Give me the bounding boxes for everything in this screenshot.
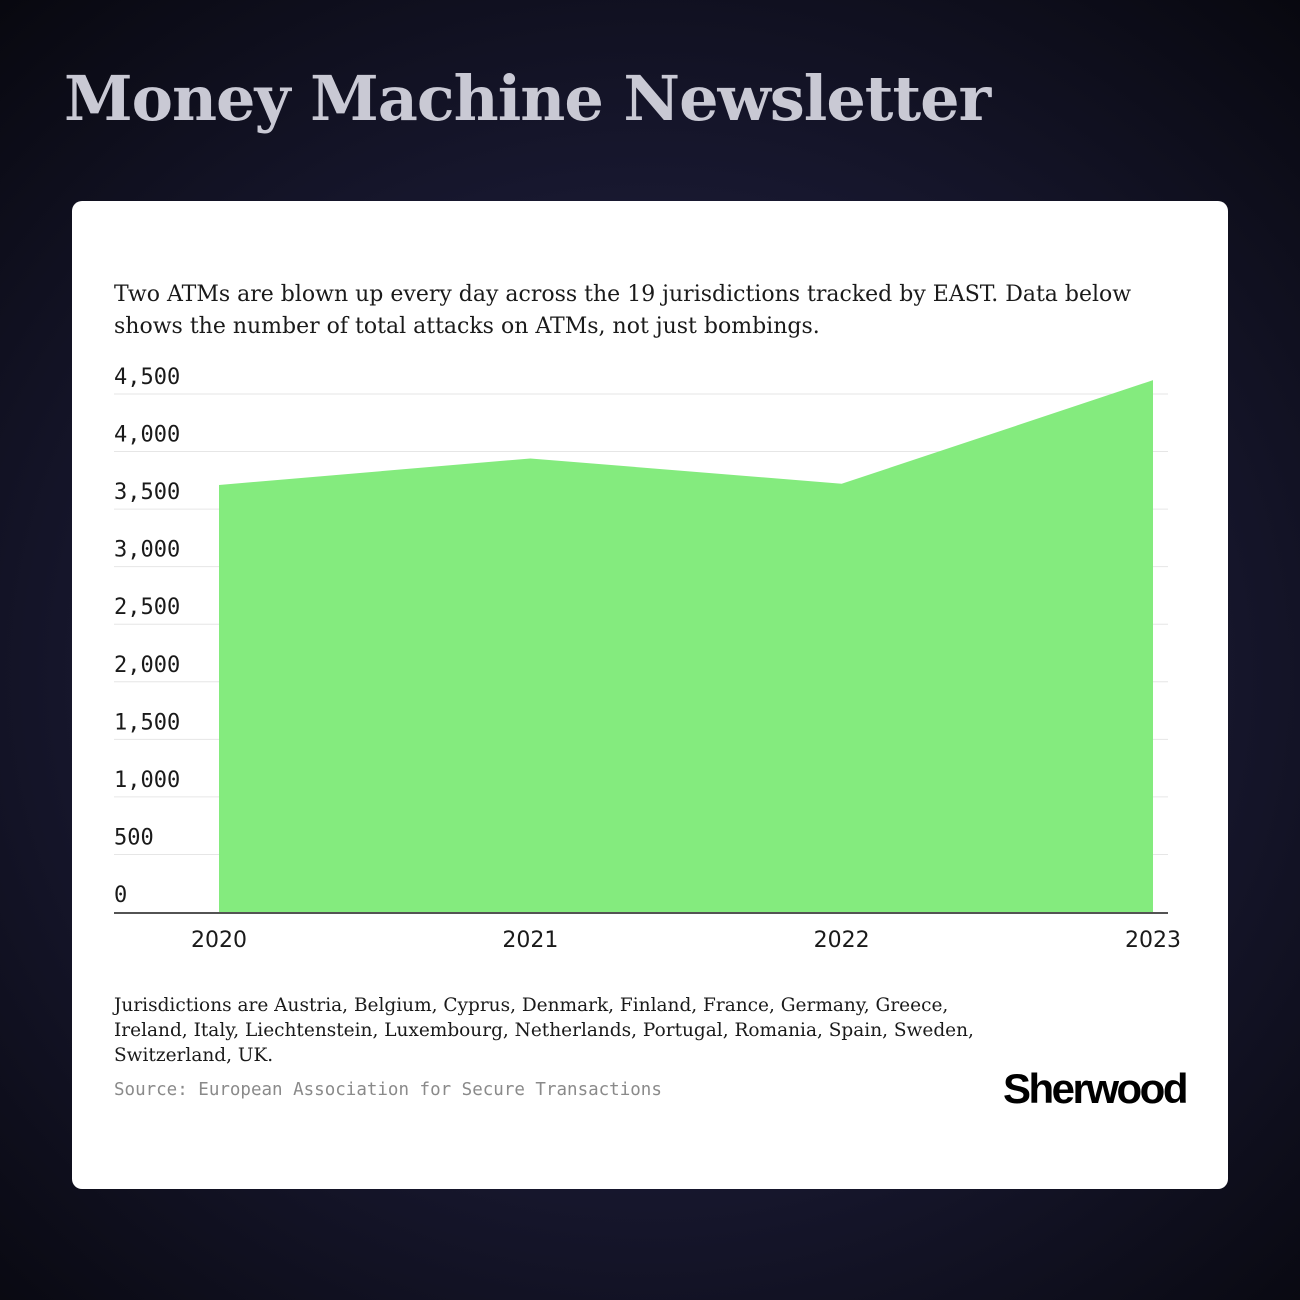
y-tick-label-1500: 1,500 xyxy=(114,710,180,735)
x-tick-label-2023: 2023 xyxy=(1125,928,1181,953)
y-tick-label-1000: 1,000 xyxy=(114,768,180,793)
y-tick-label-3500: 3,500 xyxy=(114,480,180,505)
sherwood-logo: Sherwood xyxy=(1002,1065,1189,1112)
chart-subtitle: Two ATMs are blown up every day across t… xyxy=(114,282,1132,339)
attacks-area xyxy=(219,380,1153,912)
y-tick-label-500: 500 xyxy=(114,825,154,850)
x-tick-label-2022: 2022 xyxy=(814,928,870,953)
y-tick-label-2500: 2,500 xyxy=(114,595,180,620)
area-chart: 0 500 1,000 1,500 2,000 2,500 3,000 3,500 4,000 4… xyxy=(114,365,1181,953)
y-tick-label-0: 0 xyxy=(114,883,127,908)
chart-card: Two ATMs are blown up every day across t… xyxy=(72,201,1228,1189)
x-tick-label-2021: 2021 xyxy=(502,928,558,953)
x-tick-label-2020: 2020 xyxy=(191,928,247,953)
jurisdictions-footnote: Jurisdictions are Austria, Belgium, Cypr… xyxy=(114,995,974,1066)
y-tick-label-3000: 3,000 xyxy=(114,538,180,563)
y-tick-label-2000: 2,000 xyxy=(114,653,180,678)
y-tick-label-4500: 4,500 xyxy=(114,365,180,390)
y-tick-label-4000: 4,000 xyxy=(114,423,180,448)
source-note: Source: European Association for Secure … xyxy=(114,1080,662,1100)
newsletter-title: Money Machine Newsletter xyxy=(64,62,991,135)
